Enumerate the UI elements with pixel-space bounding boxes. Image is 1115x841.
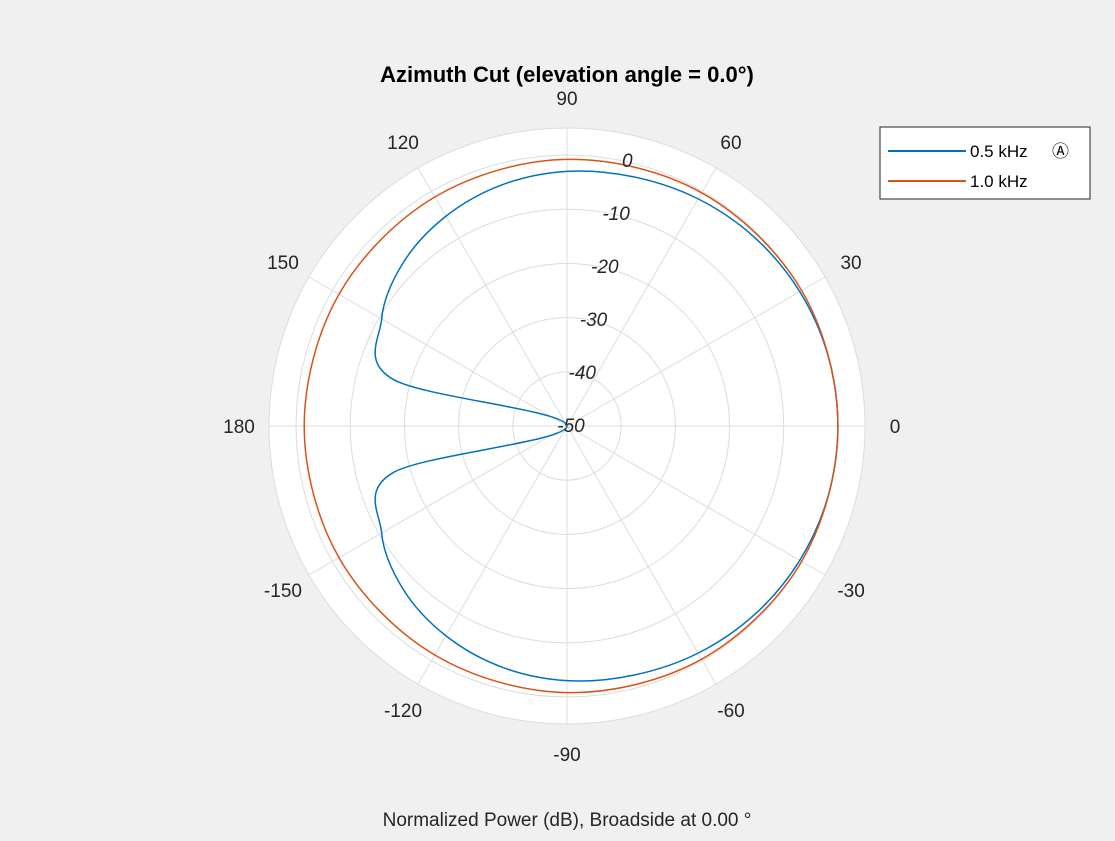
radial-tick-labels: 0 -10 -20 -30 -40 -50 [557,151,633,437]
legend[interactable]: 0.5 kHz Ⓐ 1.0 kHz [879,126,1091,200]
angle-tick-labels: 0 30 60 90 120 150 180 -150 -120 -90 -60 -30 [223,89,900,766]
angle-tick-label-7: -150 [264,581,302,602]
r-tick-label-4: -40 [569,363,597,384]
r-tick-label-0: 0 [622,151,633,172]
r-tick-label-1: -10 [602,204,630,225]
legend-box [879,126,1091,200]
legend-label-1-0-khz: 1.0 kHz [970,172,1028,191]
series-line-0 [374,170,839,682]
angle-tick-label-6: 180 [223,417,255,438]
angle-tick-label-2: 60 [720,133,741,154]
angle-tick-label-8: -120 [384,701,422,722]
legend-label-0-5-khz: 0.5 kHz [970,142,1028,161]
angle-tick-label-9: -90 [553,745,580,766]
angle-tick-label-0: 0 [890,417,901,438]
series-layer [303,158,839,694]
angle-tick-label-4: 120 [387,133,419,154]
grid-spoke-1 [566,276,826,427]
grid-spoke-11 [566,425,826,576]
r-tick-label-2: -20 [591,257,619,278]
chart-title: Azimuth Cut (elevation angle = 0.0°) [380,62,754,87]
angle-tick-label-1: 30 [840,253,861,274]
grid-spoke-8 [417,425,568,685]
r-tick-label-5: -50 [557,416,585,437]
angle-tick-label-10: -60 [717,701,744,722]
angle-tick-label-5: 150 [267,253,299,274]
grid-spoke-4 [417,167,568,427]
legend-marker-icon: Ⓐ [1052,142,1069,161]
angle-tick-label-11: -30 [837,581,864,602]
grid-spoke-2 [566,167,717,427]
grid-spoke-7 [308,425,568,576]
series-line-1 [303,158,839,694]
grid-spoke-10 [566,425,717,685]
angle-tick-label-3: 90 [556,89,577,110]
grid-spoke-5 [308,276,568,427]
chart-caption: Normalized Power (dB), Broadside at 0.00… [383,810,752,831]
r-tick-label-3: -30 [580,310,608,331]
